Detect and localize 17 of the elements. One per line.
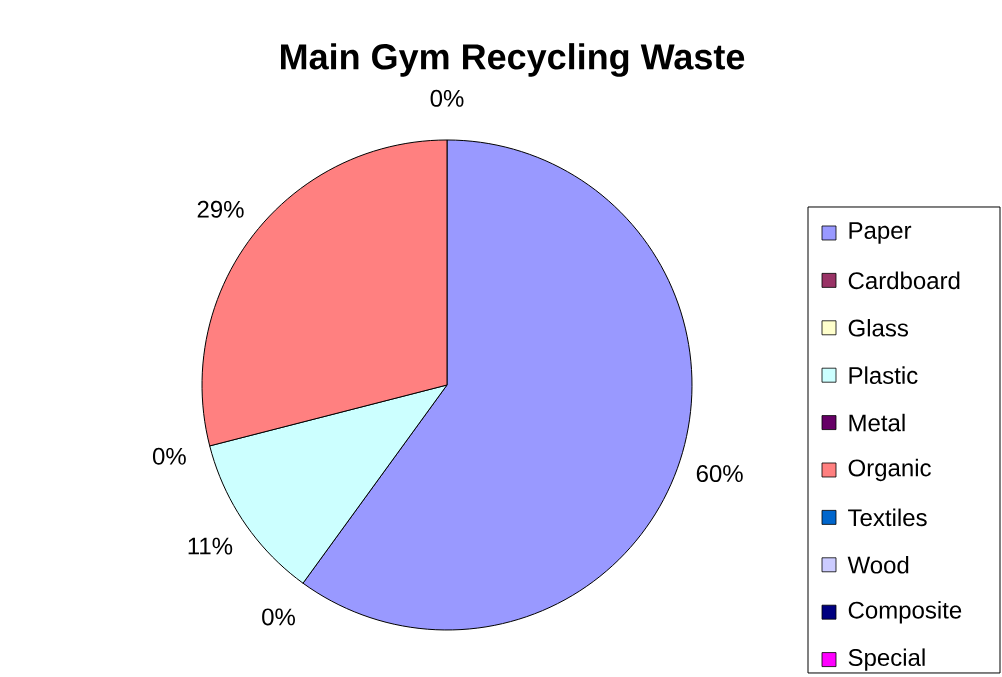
- legend-label: Glass: [848, 318, 909, 337]
- legend-label: Paper: [849, 222, 912, 244]
- text: 0%: [152, 447, 186, 465]
- text: 0%: [430, 89, 464, 107]
- legend-label: Wood: [847, 555, 909, 574]
- legend-label: Textiles: [848, 508, 927, 527]
- data-label: 29%: [197, 200, 244, 218]
- legend-label: Organic: [848, 458, 931, 482]
- legend-label: Special: [848, 648, 925, 671]
- legend-label: Composite: [848, 601, 962, 624]
- data-label: 11%: [188, 537, 233, 555]
- legend-label: Cardboard: [848, 271, 960, 290]
- chart-title: Main Gym Recycling Waste: [281, 43, 745, 77]
- legend-label: Plastic: [849, 366, 918, 384]
- data-label: 60%: [696, 465, 743, 483]
- text: 0%: [262, 608, 295, 626]
- legend-label: Metal: [849, 413, 905, 432]
